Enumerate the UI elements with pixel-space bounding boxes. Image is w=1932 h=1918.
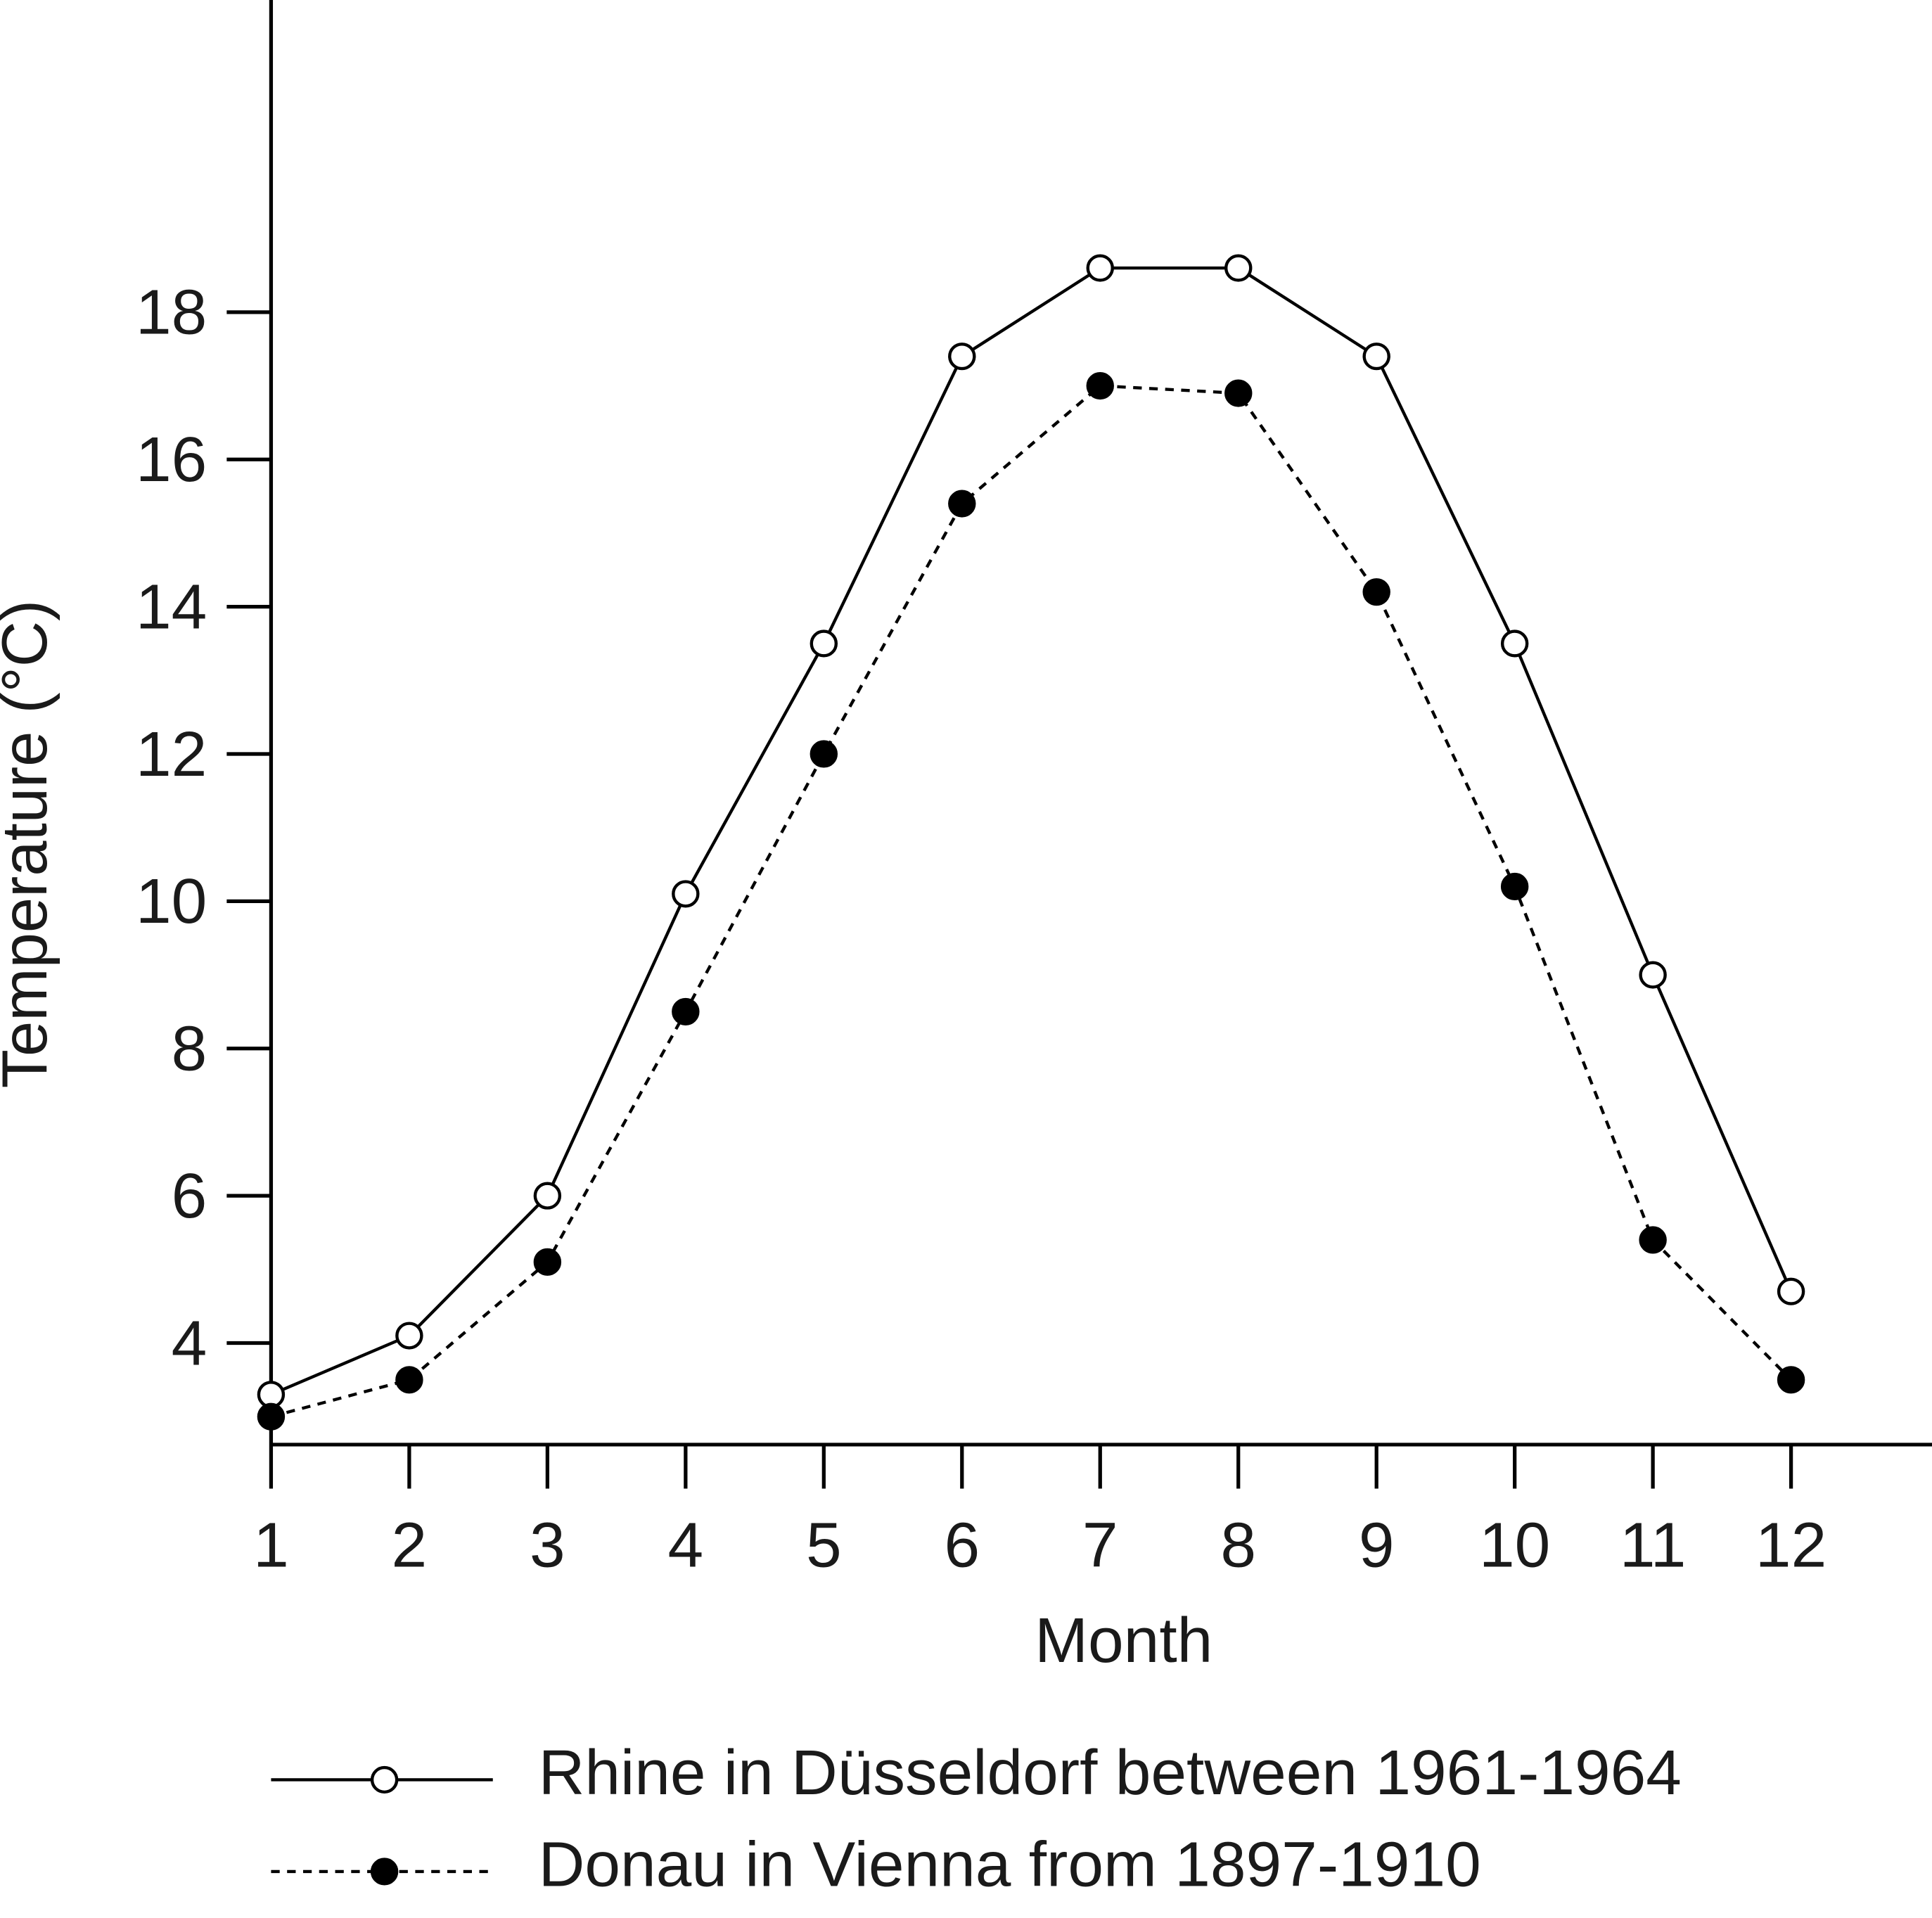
- x-tick-label: 12: [1755, 1510, 1827, 1581]
- x-tick-label: 9: [1359, 1510, 1395, 1581]
- data-point: [1777, 1366, 1805, 1394]
- x-tick-label: 6: [944, 1510, 980, 1581]
- data-point: [1362, 343, 1390, 371]
- data-point: [810, 740, 838, 768]
- data-point: [1086, 371, 1114, 400]
- data-point: [672, 880, 700, 908]
- x-tick-label: 5: [806, 1510, 842, 1581]
- data-point: [533, 1248, 562, 1276]
- y-tick-label: 8: [172, 1014, 207, 1085]
- data-point: [1086, 254, 1114, 282]
- y-tick-label: 4: [172, 1308, 207, 1379]
- series-line: [270, 266, 1793, 1396]
- data-point: [1639, 961, 1667, 989]
- data-point: [1500, 872, 1529, 900]
- y-tick-label: 12: [136, 719, 207, 790]
- data-point: [810, 629, 838, 658]
- data-point: [257, 1402, 286, 1431]
- x-tick-label: 7: [1082, 1510, 1118, 1581]
- data-point: [1500, 629, 1529, 658]
- series-line: [270, 384, 1793, 1419]
- x-axis-label: Month: [1035, 1605, 1213, 1676]
- x-tick-label: 11: [1620, 1510, 1687, 1581]
- data-point: [1777, 1277, 1805, 1305]
- x-tick-label: 2: [392, 1510, 428, 1581]
- data-point: [533, 1182, 562, 1210]
- data-point: [672, 997, 700, 1025]
- legend-label: Rhine in Düsseldorf between 1961-1964: [539, 1737, 1682, 1808]
- legend-label: Donau in Vienna from 1897-1910: [539, 1829, 1481, 1900]
- data-point: [1224, 379, 1253, 407]
- x-tick-label: 8: [1220, 1510, 1256, 1581]
- data-point: [395, 1322, 423, 1350]
- y-tick-label: 18: [136, 277, 207, 348]
- data-point: [1362, 578, 1390, 606]
- data-point: [1224, 254, 1253, 282]
- y-tick-label: 16: [136, 424, 207, 495]
- x-tick-label: 4: [667, 1510, 703, 1581]
- data-point: [948, 490, 976, 518]
- x-tick-label: 3: [530, 1510, 565, 1581]
- y-tick-label: 6: [172, 1161, 207, 1232]
- x-tick-label: 10: [1479, 1510, 1550, 1581]
- y-tick-label: 14: [136, 572, 207, 643]
- y-axis-label: Temperature (°C): [0, 600, 60, 1088]
- legend-marker: [370, 1765, 399, 1794]
- data-point: [395, 1366, 423, 1394]
- data-point: [948, 343, 976, 371]
- x-tick-label: 1: [253, 1510, 289, 1581]
- legend-marker: [370, 1858, 399, 1886]
- y-tick-label: 10: [136, 866, 207, 937]
- data-point: [1639, 1226, 1667, 1254]
